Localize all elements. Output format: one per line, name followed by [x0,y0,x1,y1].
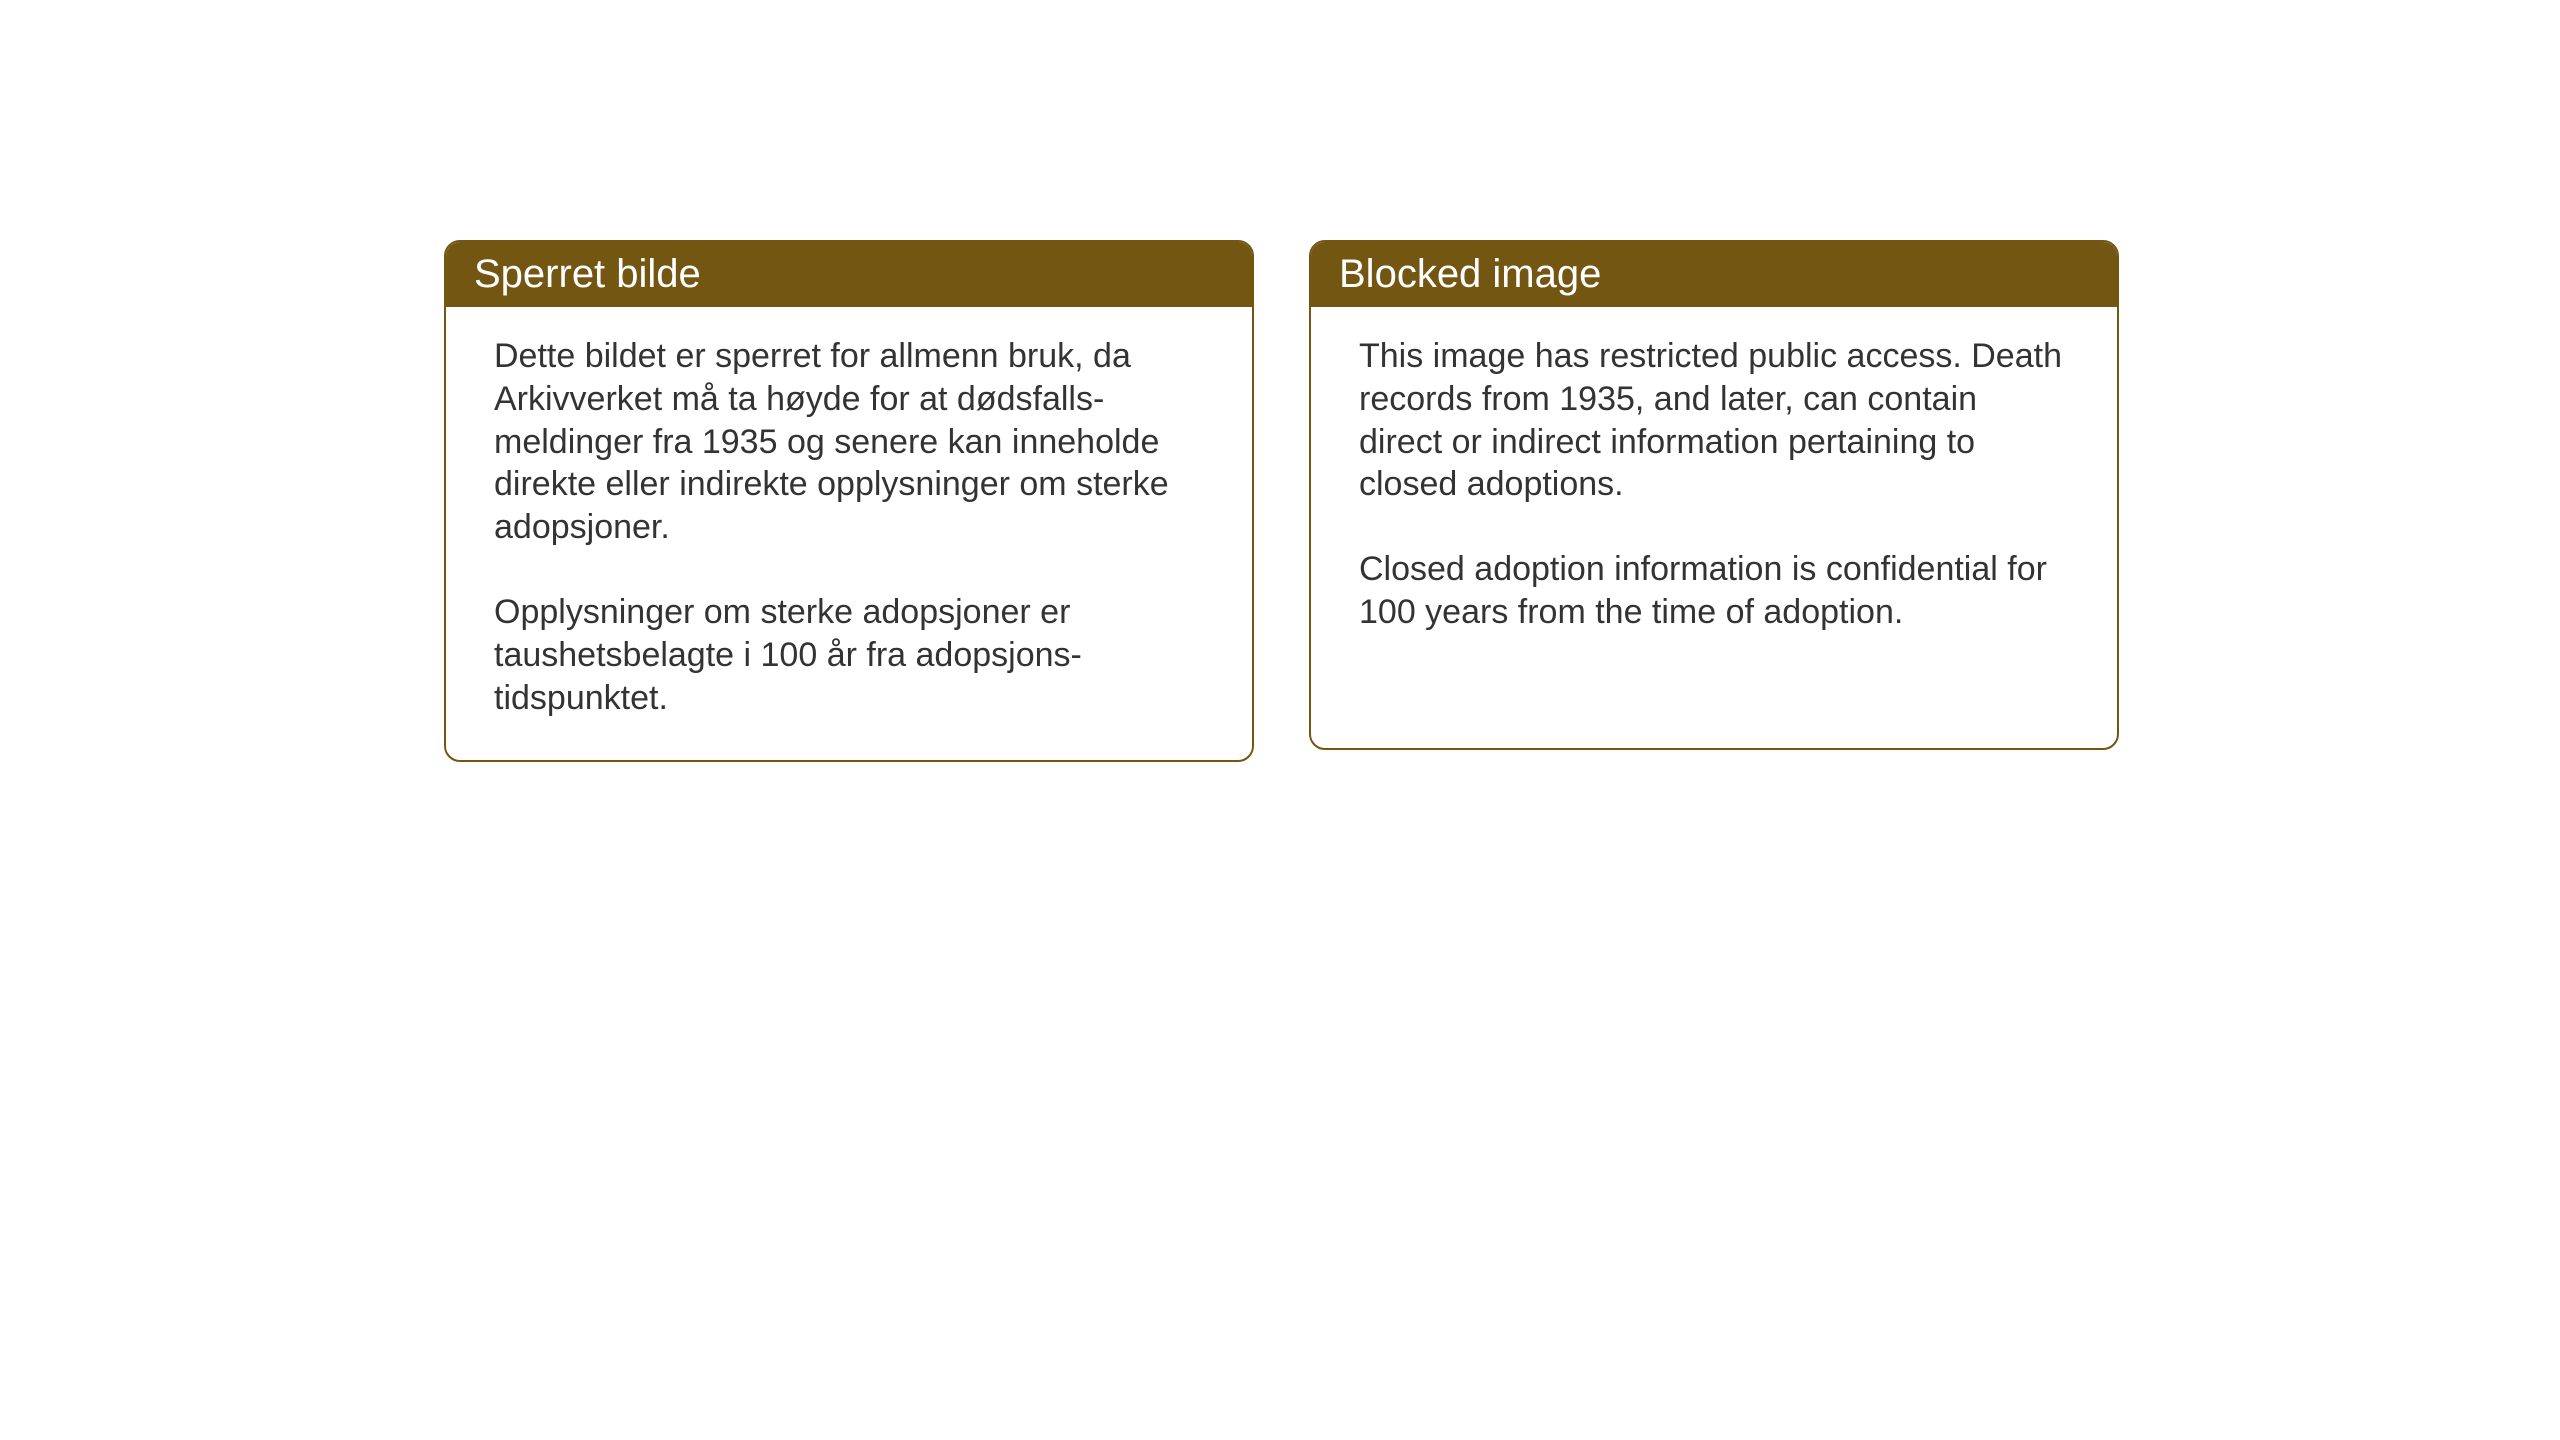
norwegian-card-header: Sperret bilde [446,242,1252,307]
norwegian-paragraph-2: Opplysninger om sterke adopsjoner er tau… [494,591,1204,719]
english-paragraph-1: This image has restricted public access.… [1359,335,2069,506]
english-paragraph-2: Closed adoption information is confident… [1359,548,2069,634]
norwegian-notice-card: Sperret bilde Dette bildet er sperret fo… [444,240,1254,762]
norwegian-card-body: Dette bildet er sperret for allmenn bruk… [446,307,1252,760]
english-notice-card: Blocked image This image has restricted … [1309,240,2119,750]
norwegian-card-title: Sperret bilde [474,252,701,296]
english-card-header: Blocked image [1311,242,2117,307]
english-card-title: Blocked image [1339,252,1601,296]
notice-container: Sperret bilde Dette bildet er sperret fo… [444,240,2119,762]
english-card-body: This image has restricted public access.… [1311,307,2117,674]
norwegian-paragraph-1: Dette bildet er sperret for allmenn bruk… [494,335,1204,549]
